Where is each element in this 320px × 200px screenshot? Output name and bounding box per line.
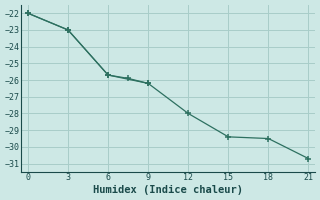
X-axis label: Humidex (Indice chaleur): Humidex (Indice chaleur) <box>93 185 243 195</box>
